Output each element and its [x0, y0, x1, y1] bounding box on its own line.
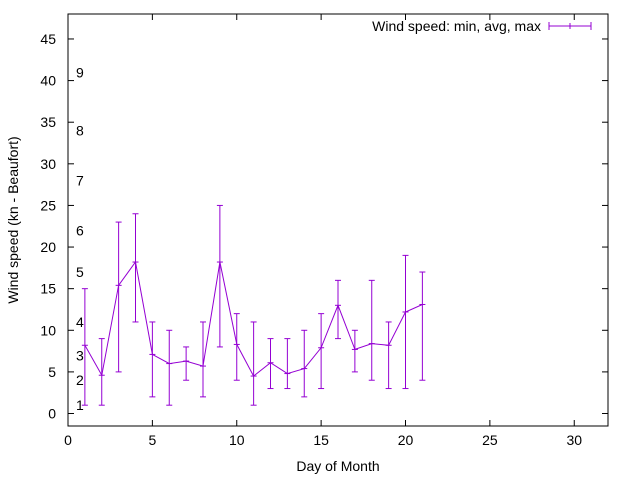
x-tick-label: 20 [398, 432, 414, 448]
legend-label: Wind speed: min, avg, max [372, 18, 541, 34]
y-tick-label: 25 [40, 197, 56, 213]
error-bar [200, 321, 206, 398]
error-bar [166, 329, 173, 406]
x-tick-label: 15 [313, 432, 329, 448]
y-tick-label: 30 [40, 156, 56, 172]
error-bar [335, 279, 341, 340]
beaufort-label: 7 [76, 172, 84, 188]
beaufort-label: 2 [76, 372, 84, 388]
x-axis-label: Day of Month [296, 458, 379, 474]
beaufort-label: 9 [76, 64, 84, 80]
beaufort-label: 4 [76, 314, 84, 330]
error-bar [284, 338, 291, 390]
beaufort-label: 5 [76, 264, 84, 280]
beaufort-label: 6 [76, 222, 84, 238]
error-bar [132, 213, 139, 323]
plot-frame [67, 13, 609, 427]
error-bar [250, 321, 257, 406]
error-bar [318, 313, 325, 390]
error-bar [149, 321, 156, 398]
y-axis-label: Wind speed (kn - Beaufort) [5, 136, 21, 303]
x-tick-label: 10 [229, 432, 245, 448]
y-tick-label: 40 [40, 73, 56, 89]
y-tick-label: 5 [48, 364, 56, 380]
error-bar [216, 204, 223, 348]
x-tick-label: 25 [482, 432, 498, 448]
beaufort-scale-labels: 1 2 3 4 5 6 7 8 9 [76, 64, 84, 413]
y-tick-label: 10 [40, 322, 56, 338]
error-bar [233, 313, 240, 381]
error-bar [368, 279, 375, 381]
error-bar [419, 271, 426, 381]
error-bar [385, 321, 392, 390]
error-bar [81, 288, 88, 406]
y-tick-label: 0 [48, 406, 56, 422]
error-bar [301, 329, 308, 398]
error-bar [98, 338, 105, 406]
error-bar [267, 338, 274, 390]
x-axis: 0 5 10 15 20 25 30 [64, 14, 582, 448]
y-tick-label: 35 [40, 114, 56, 130]
y-tick-label: 15 [40, 281, 56, 297]
error-bar [402, 254, 409, 390]
legend-key [548, 22, 592, 30]
y-tick-label: 45 [40, 31, 56, 47]
beaufort-label: 8 [76, 123, 84, 139]
legend: Wind speed: min, avg, max [372, 18, 592, 34]
beaufort-label: 3 [76, 347, 84, 363]
series-layer [81, 204, 426, 406]
beaufort-label: 1 [76, 397, 84, 413]
y-tick-label: 20 [40, 239, 56, 255]
x-tick-label: 0 [64, 432, 72, 448]
error-bar [115, 221, 122, 373]
x-tick-label: 30 [566, 432, 582, 448]
error-bar [183, 346, 190, 381]
error-bar [351, 329, 358, 373]
x-tick-label: 5 [148, 432, 156, 448]
